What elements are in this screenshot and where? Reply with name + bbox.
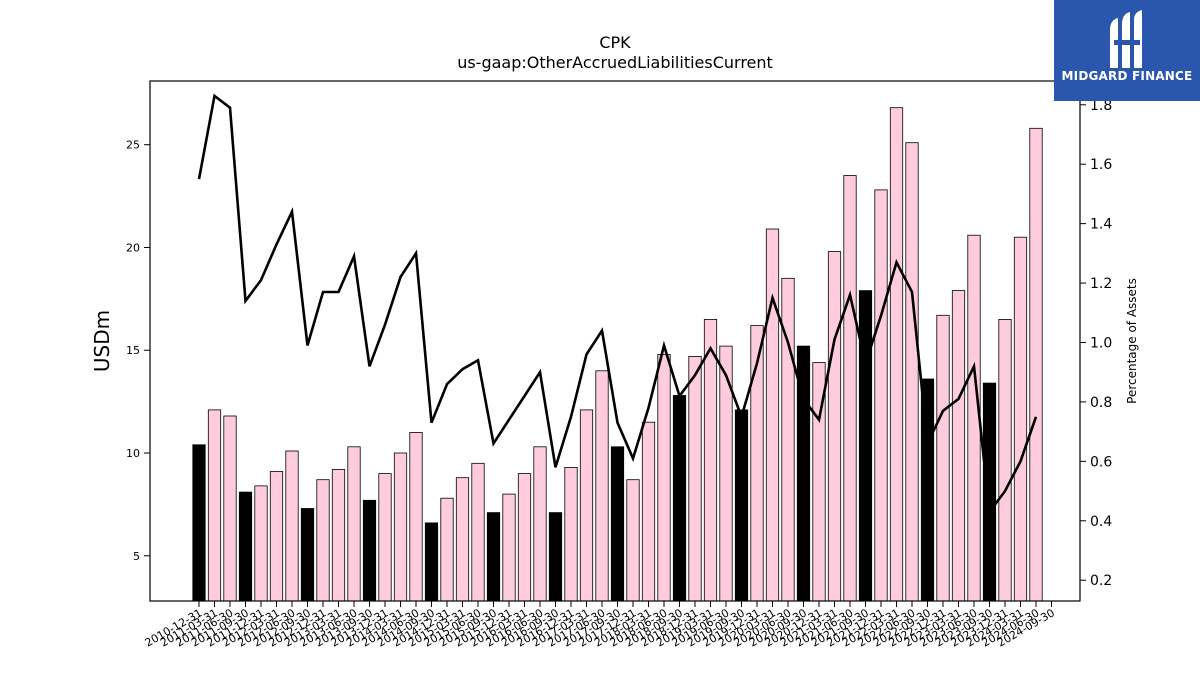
bar-series — [192, 107, 1043, 602]
y-axis-left: 5 10 15 20 25 — [126, 139, 150, 563]
y2-tick-label: 0.4 — [1090, 514, 1112, 530]
bar — [936, 314, 950, 602]
series-line — [197, 93, 1038, 516]
bar — [951, 290, 966, 602]
bar — [982, 382, 997, 602]
bar — [641, 421, 656, 602]
y2-tick-label: 1.6 — [1090, 157, 1112, 173]
bar — [455, 477, 470, 602]
bar — [858, 290, 873, 602]
bar — [765, 228, 780, 602]
y-tick-label: 20 — [126, 241, 140, 254]
bar — [672, 395, 687, 602]
bar — [843, 175, 857, 602]
logo-text: MIDGARD FINANCE — [1061, 69, 1193, 83]
y-axis-label: USDm — [90, 310, 114, 372]
bar — [564, 466, 578, 602]
bar — [1029, 127, 1043, 602]
y-tick-label: 15 — [126, 344, 140, 357]
bar — [316, 479, 330, 602]
bar — [874, 189, 888, 602]
plot-frame — [149, 80, 1081, 602]
bar — [285, 450, 299, 602]
brand-logo: MIDGARD FINANCE — [1054, 0, 1200, 101]
bar — [998, 318, 1012, 602]
chart-title: CPK — [599, 33, 631, 52]
bar — [486, 512, 501, 602]
bar — [269, 471, 284, 602]
bar — [657, 353, 671, 602]
y2-tick-label: 0.6 — [1090, 454, 1112, 470]
x-axis: 2010-12-312011-03-312011-06-302011-09-30… — [143, 601, 1057, 650]
bar — [393, 452, 408, 602]
bar — [254, 485, 268, 602]
bar — [1013, 236, 1028, 602]
bar — [238, 491, 253, 602]
bar — [703, 318, 718, 602]
bar — [517, 473, 532, 602]
bar — [300, 508, 315, 602]
logo-icon — [1110, 10, 1142, 68]
line-series — [197, 93, 1038, 516]
bar — [347, 446, 361, 602]
bar — [440, 497, 454, 602]
y-tick-label: 5 — [133, 550, 140, 563]
y2-tick-label: 1.8 — [1090, 98, 1112, 114]
bar — [734, 409, 749, 602]
bar — [207, 409, 222, 602]
bar — [905, 142, 919, 602]
bar — [502, 493, 516, 602]
bar — [223, 415, 237, 602]
bar — [548, 512, 563, 602]
bar — [192, 444, 206, 602]
bar — [827, 251, 842, 602]
bar — [688, 355, 702, 602]
chart-subtitle: us-gaap:OtherAccruedLiabilitiesCurrent — [457, 53, 773, 72]
bar — [409, 432, 423, 602]
y2-axis-label: Percentage of Assets — [1125, 278, 1139, 404]
y2-tick-label: 1.4 — [1090, 217, 1112, 233]
bar — [424, 522, 439, 602]
y-tick-label: 25 — [126, 139, 140, 152]
bar — [610, 446, 625, 602]
bar — [533, 446, 547, 602]
y2-tick-label: 1.0 — [1090, 335, 1112, 351]
y2-tick-label: 1.2 — [1090, 276, 1112, 292]
bar — [889, 107, 904, 602]
bar — [471, 462, 485, 602]
y-tick-label: 10 — [126, 447, 140, 460]
y2-tick-label: 0.8 — [1090, 395, 1112, 411]
bar — [362, 499, 377, 602]
y-axis-right: 0.2 0.4 0.6 0.8 1.0 1.2 1.4 1.6 1.8 — [1080, 98, 1112, 589]
y2-tick-label: 0.2 — [1090, 573, 1112, 589]
bar — [579, 409, 594, 602]
bar — [626, 479, 640, 602]
bar — [595, 370, 609, 602]
bar — [378, 473, 392, 602]
bar — [331, 469, 346, 602]
